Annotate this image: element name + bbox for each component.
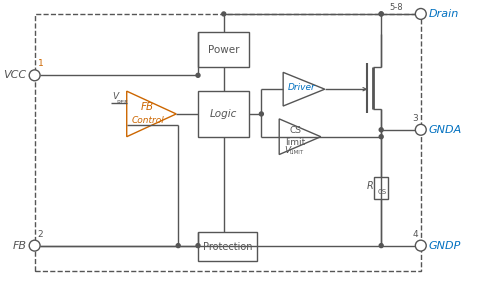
Circle shape (29, 70, 40, 81)
Text: Control: Control (131, 116, 164, 125)
Polygon shape (279, 119, 321, 154)
Text: 4: 4 (412, 230, 418, 239)
Circle shape (29, 240, 40, 251)
Circle shape (196, 244, 200, 248)
Circle shape (416, 124, 426, 135)
Text: LIMIT: LIMIT (289, 150, 303, 155)
Circle shape (416, 9, 426, 19)
Text: FB: FB (12, 241, 26, 250)
Text: R: R (366, 181, 374, 191)
Bar (198, 91, 250, 137)
Text: REF: REF (117, 100, 128, 105)
Bar (198, 32, 250, 67)
Text: Drain: Drain (428, 9, 459, 19)
Circle shape (379, 12, 383, 16)
Circle shape (379, 244, 383, 248)
Text: GNDA: GNDA (428, 125, 462, 135)
Circle shape (222, 12, 226, 16)
Text: Logic: Logic (210, 109, 238, 119)
Circle shape (196, 73, 200, 77)
Text: V: V (284, 146, 290, 155)
Text: Driver: Driver (288, 83, 316, 92)
Circle shape (379, 135, 383, 139)
Bar (198, 232, 258, 262)
Polygon shape (283, 72, 325, 106)
Circle shape (379, 128, 383, 132)
Text: CS: CS (377, 189, 386, 195)
Text: VCC: VCC (4, 70, 26, 80)
Text: limit: limit (285, 138, 305, 147)
Text: CS: CS (289, 126, 301, 135)
Text: FB: FB (141, 102, 154, 112)
Text: 1: 1 (38, 59, 44, 68)
Bar (34, 14, 421, 272)
Text: 2: 2 (38, 230, 43, 239)
Text: Power: Power (208, 45, 240, 55)
Polygon shape (126, 91, 176, 137)
Text: 3: 3 (412, 114, 418, 123)
Circle shape (260, 112, 264, 116)
Bar (374, 177, 388, 199)
Text: GNDP: GNDP (428, 241, 461, 250)
Text: V: V (112, 91, 118, 101)
Circle shape (416, 240, 426, 251)
Text: Protection: Protection (203, 242, 252, 252)
Circle shape (379, 12, 383, 16)
Text: 5-8: 5-8 (390, 3, 403, 12)
Circle shape (176, 244, 180, 248)
